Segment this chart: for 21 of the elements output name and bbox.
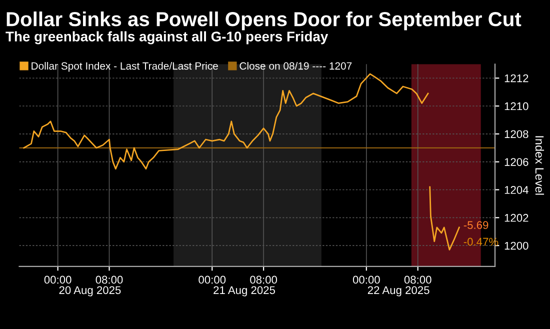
y-tick-label: 1200 (504, 242, 528, 250)
x-tick-label: 08:00 (404, 276, 432, 284)
x-tick-label: 00:00 (198, 276, 226, 284)
y-tick-label: 1210 (504, 102, 528, 110)
chart-title: Dollar Sinks as Powell Opens Door for September Cut (6, 12, 522, 30)
x-tick-label: 00:00 (44, 276, 72, 284)
x2-tick-label: 20 Aug 2025 (59, 286, 121, 296)
y-tick-label: 1212 (504, 74, 528, 82)
legend-label: Close on 08/19 ---- 1207 (240, 62, 352, 70)
chart-subtitle: The greenback falls against all G-10 peers Friday (6, 31, 328, 44)
y-tick-label: 1202 (504, 214, 528, 222)
y-tick-label: 1204 (504, 186, 528, 194)
x-tick-label: 00:00 (352, 276, 380, 284)
x-tick-label: 08:00 (96, 276, 123, 284)
x2-tick-label: 22 Aug 2025 (368, 286, 430, 296)
y-tick-label: 1208 (504, 130, 528, 138)
legend-label: Dollar Spot Index - Last Trade/Last Price (32, 62, 218, 72)
y-tick-label: 1206 (504, 158, 528, 166)
x2-tick-label: 21 Aug 2025 (214, 286, 276, 296)
x-tick-label: 08:00 (250, 276, 278, 284)
y-axis-title: Index Level (535, 136, 544, 195)
